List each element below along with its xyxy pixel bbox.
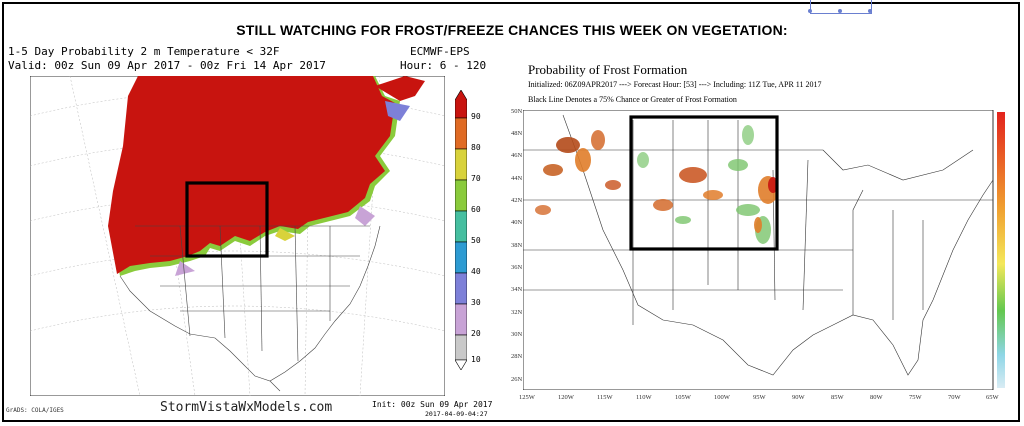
lon-label: 65W bbox=[986, 394, 999, 401]
left-title: 1-5 Day Probability 2 m Temperature < 32… bbox=[8, 45, 280, 58]
right-focus-box bbox=[629, 115, 779, 251]
lon-label: 120W bbox=[558, 394, 574, 401]
colorbar-label-60: 60 bbox=[471, 205, 481, 214]
lat-label: 50N bbox=[511, 108, 523, 115]
lon-label: 85W bbox=[831, 394, 844, 401]
left-valid-line: Valid: 00z Sun 09 Apr 2017 - 00z Fri 14 … bbox=[8, 59, 326, 72]
lat-label: 28N bbox=[511, 353, 523, 360]
lon-label: 110W bbox=[636, 394, 652, 401]
left-hour-range: Hour: 6 - 120 bbox=[400, 59, 487, 72]
lat-label: 42N bbox=[511, 197, 523, 204]
init-timestamp: 2017-04-09-04:27 bbox=[425, 410, 488, 418]
left-colorbar-swatches bbox=[455, 90, 467, 370]
headline: STILL WATCHING FOR FROST/FREEZE CHANCES … bbox=[236, 22, 788, 38]
lat-label: 38N bbox=[511, 242, 523, 249]
footer-brand: StormVistaWxModels.com bbox=[160, 400, 333, 415]
lat-label: 36N bbox=[511, 264, 523, 271]
lon-label: 90W bbox=[792, 394, 805, 401]
selection-handles bbox=[808, 0, 872, 14]
right-init-line: Initialized: 06Z09APR2017 ---> Forecast … bbox=[528, 80, 822, 89]
lon-label: 105W bbox=[675, 394, 691, 401]
lat-label: 44N bbox=[511, 175, 523, 182]
lat-label: 40N bbox=[511, 219, 523, 226]
lon-label: 115W bbox=[597, 394, 613, 401]
init-line: Init: 00z Sun 09 Apr 2017 bbox=[372, 400, 493, 409]
right-colorbar bbox=[997, 112, 1005, 388]
lon-label: 75W bbox=[909, 394, 922, 401]
lat-label: 46N bbox=[511, 152, 523, 159]
lon-label: 100W bbox=[714, 394, 730, 401]
colorbar-label-80: 80 bbox=[471, 143, 481, 152]
lat-label: 26N bbox=[511, 376, 523, 383]
colorbar-label-50: 50 bbox=[471, 236, 481, 245]
right-borders bbox=[523, 114, 994, 376]
colorbar-label-10: 10 bbox=[471, 355, 481, 364]
right-title: Probability of Frost Formation bbox=[528, 62, 688, 77]
left-focus-box bbox=[185, 181, 269, 258]
lat-label: 30N bbox=[511, 331, 523, 338]
lon-label: 80W bbox=[870, 394, 883, 401]
left-model-name: ECMWF-EPS bbox=[410, 45, 470, 58]
left-map bbox=[30, 76, 445, 396]
colorbar-label-20: 20 bbox=[471, 329, 481, 338]
grads-credit: GrADS: COLA/IGES bbox=[6, 407, 64, 414]
colorbar-label-30: 30 bbox=[471, 298, 481, 307]
right-legend-note: Black Line Denotes a 75% Chance or Great… bbox=[528, 95, 737, 104]
right-frost-patches bbox=[535, 125, 778, 244]
lat-label: 48N bbox=[511, 130, 523, 137]
lon-label: 70W bbox=[948, 394, 961, 401]
colorbar-label-40: 40 bbox=[471, 267, 481, 276]
lat-label: 34N bbox=[511, 286, 523, 293]
colorbar-label-70: 70 bbox=[471, 174, 481, 183]
lon-label: 95W bbox=[753, 394, 766, 401]
lat-label: 32N bbox=[511, 309, 523, 316]
right-map bbox=[523, 110, 1005, 390]
lon-label: 125W bbox=[519, 394, 535, 401]
colorbar-label-90: 90 bbox=[471, 112, 481, 121]
left-colorbar: 90 80 70 60 50 40 30 20 10 bbox=[455, 90, 495, 390]
